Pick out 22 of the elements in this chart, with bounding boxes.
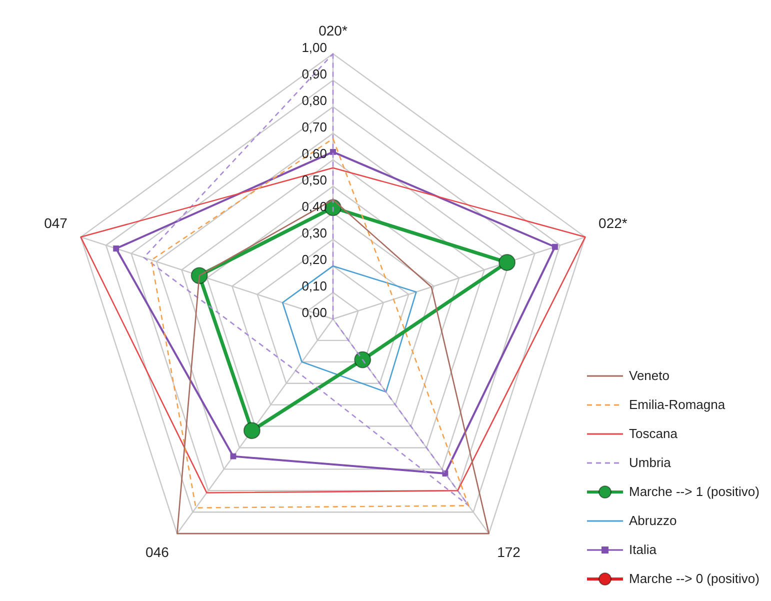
y-tick-label: 0,50 [302,172,327,188]
y-tick-label: 0,00 [302,305,327,320]
y-tick-label: 0,20 [302,252,327,268]
legend-label: Abruzzo [629,513,677,528]
y-tick-label: 0,90 [302,66,327,82]
spoke-label: 172 [497,544,521,560]
y-tick-label: 0,10 [302,278,327,294]
legend-label: Emilia-Romagna [629,397,726,412]
legend-label: Marche --> 0 (positivo) [629,571,760,586]
legend-label: Toscana [629,426,678,441]
y-tick-label: 0,30 [302,226,327,241]
spoke-label: 022* [598,215,628,232]
y-tick-label: 1,00 [302,40,327,55]
y-tick-label: 0,80 [302,92,327,108]
legend-label: Veneto [629,368,670,383]
spoke-label: 020* [318,22,348,38]
legend-label: Umbria [629,455,671,470]
y-tick-label: 0,70 [302,119,327,134]
spoke-label: 047 [44,215,68,232]
legend-label: Marche --> 1 (positivo) [629,484,760,499]
spoke-label: 046 [146,544,170,560]
legend-label: Italia [629,542,656,557]
